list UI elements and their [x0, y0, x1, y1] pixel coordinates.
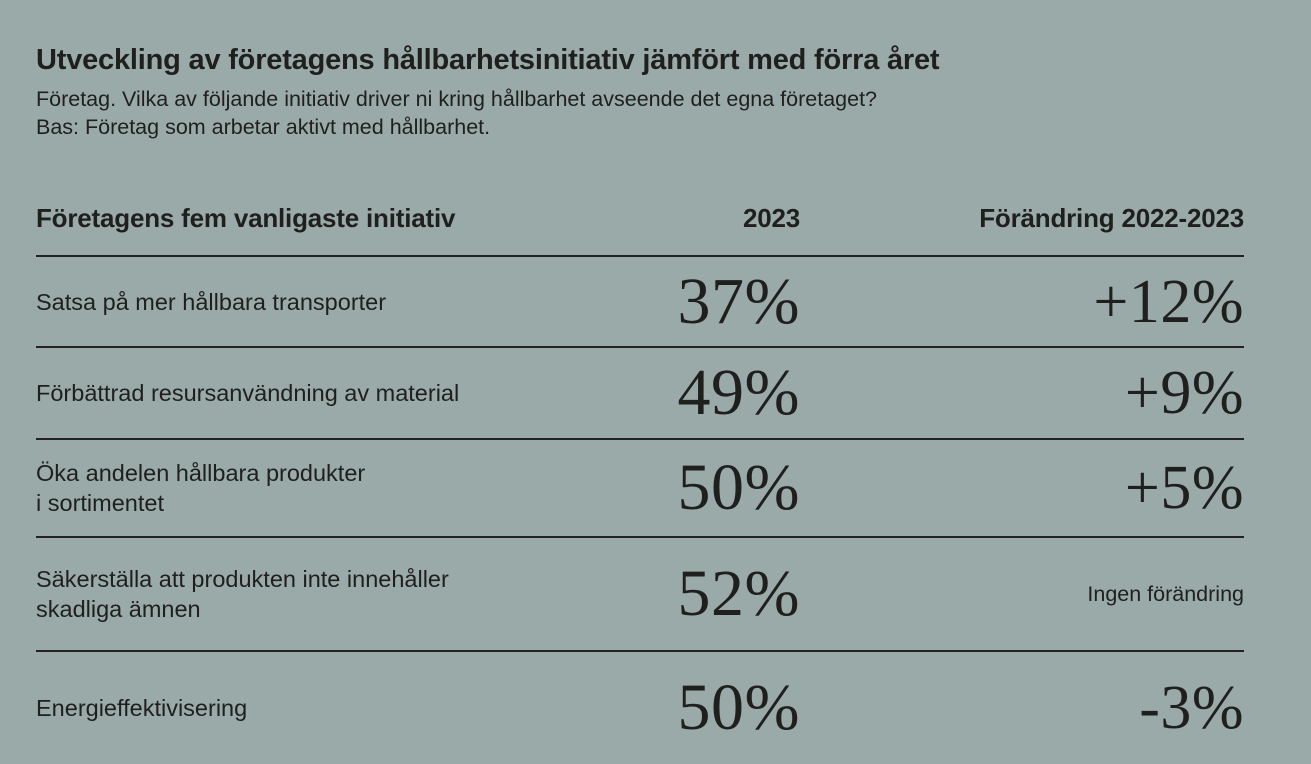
row-change-value: -3% — [1139, 674, 1244, 742]
header-initiative: Företagens fem vanligaste initiativ — [36, 203, 456, 233]
row-value-2023: 50% — [677, 671, 800, 744]
row-value-2023: 50% — [677, 451, 800, 524]
row-value-2023: 37% — [677, 264, 800, 338]
row-label: Satsa på mer hållbara transporter — [36, 288, 387, 315]
table-row: Satsa på mer hållbara transporter 37% +1… — [36, 257, 1244, 348]
row-change-text: Ingen förändring — [1087, 581, 1244, 606]
table-row: Säkerställa att produkten inte innehålle… — [36, 538, 1244, 652]
row-value-2023: 52% — [677, 557, 800, 630]
header-year-2023: 2023 — [742, 202, 800, 233]
row-change-value: +9% — [1124, 359, 1244, 427]
page-title: Utveckling av företagens hållbarhetsinit… — [36, 44, 940, 76]
row-change-value: +12% — [1093, 267, 1244, 336]
row-value-2023: 49% — [677, 356, 800, 429]
initiatives-table: Företagens fem vanligaste initiativ 2023… — [36, 181, 1244, 764]
subtitle-line-2: Bas: Företag som arbetar aktivt med håll… — [36, 115, 491, 139]
row-change-value: +5% — [1124, 454, 1244, 522]
table-row: Öka andelen hållbara produkter i sortime… — [36, 440, 1244, 538]
header-change: Förändring 2022-2023 — [979, 202, 1244, 233]
table-row: Förbättrad resursanvändning av material … — [36, 348, 1244, 440]
subtitle: Företag. Vilka av följande initiativ dri… — [36, 85, 1244, 141]
row-label: Öka andelen hållbara produkter i sortime… — [36, 460, 366, 516]
table-row: Energieffektivisering 50% -3% — [36, 652, 1244, 764]
row-label: Säkerställa att produkten inte innehålle… — [36, 566, 449, 622]
table-header-row: Företagens fem vanligaste initiativ 2023… — [36, 181, 1244, 257]
subtitle-line-1: Företag. Vilka av följande initiativ dri… — [36, 87, 878, 111]
row-label: Förbättrad resursanvändning av material — [36, 380, 460, 406]
row-label: Energieffektivisering — [36, 695, 248, 721]
